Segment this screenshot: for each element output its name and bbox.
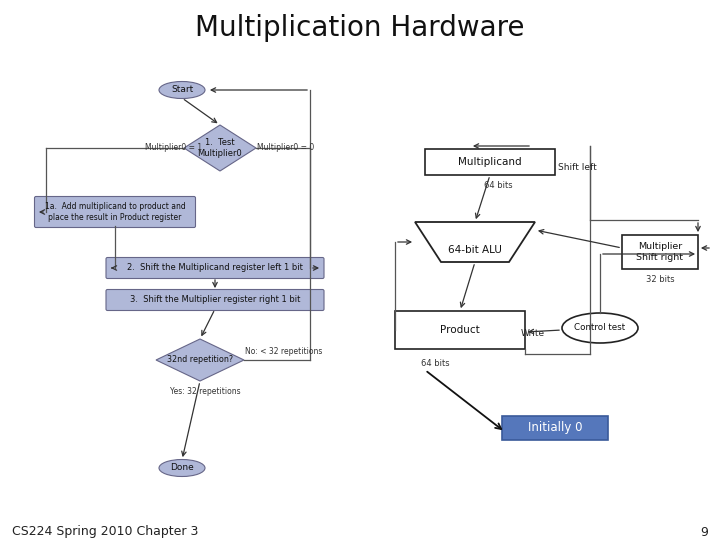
Text: No: < 32 repetitions: No: < 32 repetitions: [245, 348, 323, 356]
Bar: [622, 235, 698, 269]
Text: Product: Product: [440, 325, 480, 335]
Ellipse shape: [159, 460, 205, 476]
Bar: [502, 416, 608, 440]
Text: Done: Done: [170, 463, 194, 472]
Text: 2.  Shift the Multiplicand register left 1 bit: 2. Shift the Multiplicand register left …: [127, 264, 303, 273]
Text: 64-bit ALU: 64-bit ALU: [448, 245, 502, 255]
Text: Yes: 32 repetitions: Yes: 32 repetitions: [170, 388, 240, 396]
Text: Multiplication Hardware: Multiplication Hardware: [195, 14, 525, 42]
Polygon shape: [184, 125, 256, 171]
Text: Multiplier0 = 0: Multiplier0 = 0: [257, 144, 314, 152]
Polygon shape: [415, 222, 535, 262]
Text: Control test: Control test: [575, 323, 626, 333]
Text: 32nd repetition?: 32nd repetition?: [167, 355, 233, 364]
Text: 64 bits: 64 bits: [420, 360, 449, 368]
FancyBboxPatch shape: [106, 289, 324, 310]
Text: Shift left: Shift left: [558, 164, 597, 172]
Polygon shape: [156, 339, 244, 381]
Text: 3.  Shift the Multiplier register right 1 bit: 3. Shift the Multiplier register right 1…: [130, 295, 300, 305]
Bar: [425, 149, 555, 175]
Text: Write: Write: [521, 329, 545, 339]
Text: 1a.  Add multiplicand to product and
place the result in Product register: 1a. Add multiplicand to product and plac…: [45, 202, 185, 222]
Text: Multiplier
Shift right: Multiplier Shift right: [636, 242, 683, 262]
Text: 64 bits: 64 bits: [484, 180, 513, 190]
Ellipse shape: [159, 82, 205, 98]
Ellipse shape: [562, 313, 638, 343]
Text: 32 bits: 32 bits: [646, 274, 675, 284]
Text: Initially 0: Initially 0: [528, 422, 582, 435]
Text: Multiplier0 = 1: Multiplier0 = 1: [145, 144, 202, 152]
Bar: [395, 311, 525, 349]
FancyBboxPatch shape: [106, 258, 324, 279]
Text: 9: 9: [700, 525, 708, 538]
Text: Multiplicand: Multiplicand: [458, 157, 522, 167]
Text: CS224 Spring 2010 Chapter 3: CS224 Spring 2010 Chapter 3: [12, 525, 199, 538]
FancyBboxPatch shape: [35, 197, 196, 227]
Text: Start: Start: [171, 85, 193, 94]
Text: 1.  Test
Multiplier0: 1. Test Multiplier0: [197, 138, 243, 158]
